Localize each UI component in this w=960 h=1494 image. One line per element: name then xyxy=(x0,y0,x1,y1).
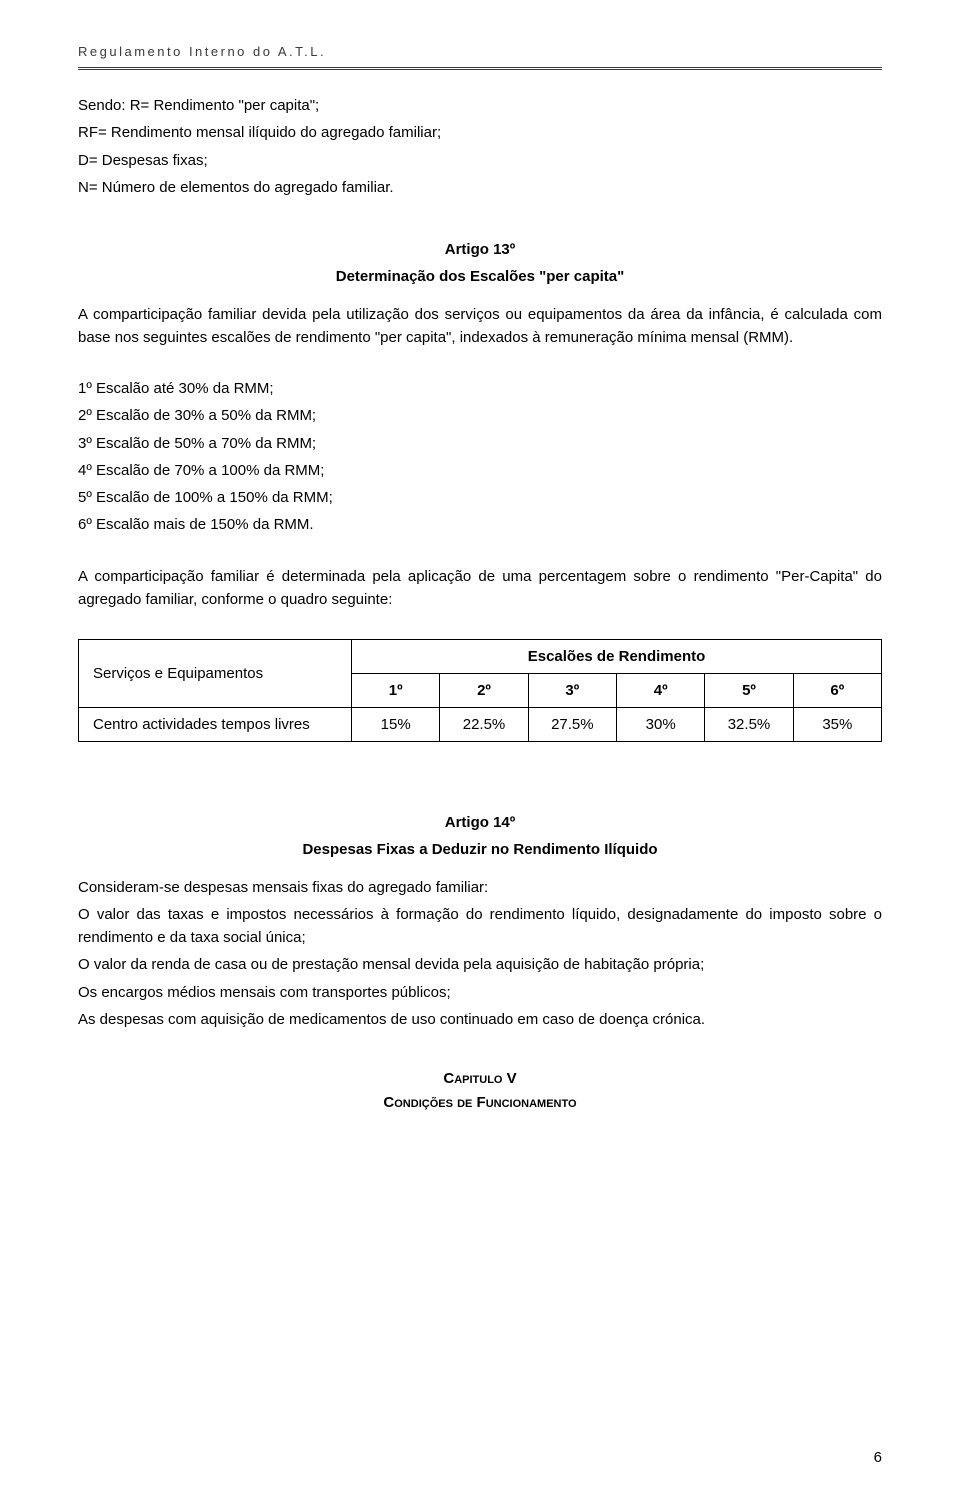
escalao-item-5: 5º Escalão de 100% a 150% da RMM; xyxy=(78,486,882,509)
escalao-item-2: 2º Escalão de 30% a 50% da RMM; xyxy=(78,404,882,427)
article-13-escaloes-list: 1º Escalão até 30% da RMM; 2º Escalão de… xyxy=(78,377,882,537)
escalao-item-1: 1º Escalão até 30% da RMM; xyxy=(78,377,882,400)
article-13-subtitle: Determinação dos Escalões "per capita" xyxy=(78,268,882,285)
escalao-item-4: 4º Escalão de 70% a 100% da RMM; xyxy=(78,459,882,482)
table-cell-2: 22.5% xyxy=(440,708,528,742)
table-cell-1: 15% xyxy=(352,708,440,742)
intro-block: Sendo: R= Rendimento "per capita"; RF= R… xyxy=(78,94,882,199)
table-col-5: 5º xyxy=(705,674,793,708)
intro-line-3: D= Despesas fixas; xyxy=(78,149,882,172)
table-cell-5: 32.5% xyxy=(705,708,793,742)
article-14-body: Consideram-se despesas mensais fixas do … xyxy=(78,876,882,1032)
table-header-row-1: Serviços e Equipamentos Escalões de Rend… xyxy=(79,640,882,674)
table-cell-4: 30% xyxy=(617,708,705,742)
intro-line-1: Sendo: R= Rendimento "per capita"; xyxy=(78,94,882,117)
chapter-cap: Capitulo V xyxy=(443,1070,516,1087)
article-14-item-4: As despesas com aquisição de medicamento… xyxy=(78,1008,882,1031)
table-col-group-header: Escalões de Rendimento xyxy=(352,640,882,674)
table-col-3: 3º xyxy=(528,674,616,708)
chapter-block: Capitulo V Condições de Funcionamento xyxy=(78,1067,882,1115)
running-header: Regulamento Interno do A.T.L. xyxy=(78,44,882,59)
page-number: 6 xyxy=(874,1449,882,1466)
table-col-2: 2º xyxy=(440,674,528,708)
table-cell-6: 35% xyxy=(793,708,881,742)
article-14-subtitle: Despesas Fixas a Deduzir no Rendimento I… xyxy=(78,841,882,858)
escaloes-table: Serviços e Equipamentos Escalões de Rend… xyxy=(78,639,882,742)
table-cell-3: 27.5% xyxy=(528,708,616,742)
article-14-item-2: O valor da renda de casa ou de prestação… xyxy=(78,953,882,976)
article-14-title: Artigo 14º xyxy=(78,812,882,835)
article-13-para-1: A comparticipação familiar devida pela u… xyxy=(78,303,882,350)
intro-line-2: RF= Rendimento mensal ilíquido do agrega… xyxy=(78,121,882,144)
article-13-title: Artigo 13º xyxy=(78,239,882,262)
header-divider xyxy=(78,67,882,70)
table-col-4: 4º xyxy=(617,674,705,708)
table-col-6: 6º xyxy=(793,674,881,708)
table-corner-header: Serviços e Equipamentos xyxy=(79,640,352,708)
intro-line-4: N= Número de elementos do agregado famil… xyxy=(78,176,882,199)
escalao-item-3: 3º Escalão de 50% a 70% da RMM; xyxy=(78,432,882,455)
article-14-item-1: O valor das taxas e impostos necessários… xyxy=(78,903,882,950)
article-14-lead: Consideram-se despesas mensais fixas do … xyxy=(78,876,882,899)
chapter-title: Condições de Funcionamento xyxy=(383,1094,576,1111)
article-13-para-2: A comparticipação familiar é determinada… xyxy=(78,565,882,612)
table-row-label: Centro actividades tempos livres xyxy=(79,708,352,742)
table-col-1: 1º xyxy=(352,674,440,708)
article-14-item-3: Os encargos médios mensais com transport… xyxy=(78,981,882,1004)
table-data-row: Centro actividades tempos livres 15% 22.… xyxy=(79,708,882,742)
escalao-item-6: 6º Escalão mais de 150% da RMM. xyxy=(78,513,882,536)
